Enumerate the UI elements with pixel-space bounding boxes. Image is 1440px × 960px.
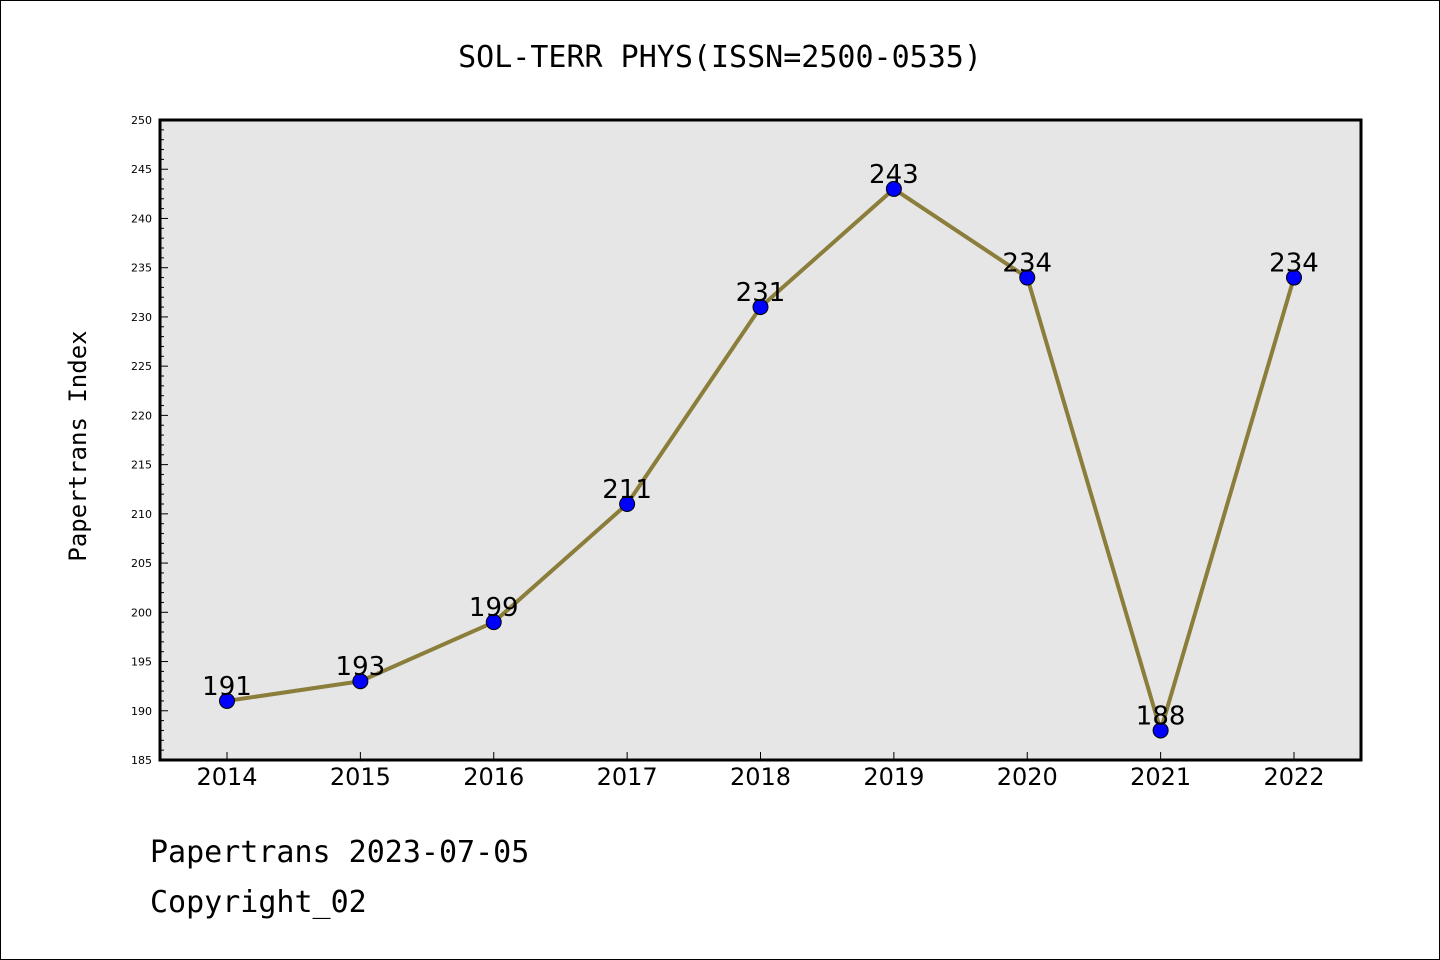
data-label: 234 [1002, 249, 1052, 279]
data-labels: 191 193 199 211 231 243 234 188 234 [202, 160, 1319, 732]
y-axis-label: Papertrans Index [64, 330, 92, 561]
data-label: 199 [469, 593, 519, 623]
data-point [1286, 269, 1302, 286]
y-tick-label: 185 [131, 754, 152, 767]
y-tick-label: 230 [131, 311, 152, 324]
x-tick-label: 2022 [1263, 763, 1324, 791]
data-label: 231 [736, 278, 786, 308]
x-tick-label: 2014 [196, 763, 257, 791]
data-point [1152, 722, 1169, 739]
x-tick-label: 2021 [1130, 763, 1191, 791]
y-tick-label: 245 [131, 163, 152, 176]
x-axis: 2014 2015 2016 2017 2018 2019 2020 2021 2022 [196, 752, 1325, 791]
data-point [352, 673, 369, 690]
y-axis: 185 190 195 200 205 210 215 220 225 230 235 240 245 2… [131, 114, 168, 767]
data-point [485, 614, 502, 631]
y-tick-label: 225 [131, 360, 152, 373]
data-point [752, 299, 769, 316]
y-tick-label: 240 [131, 212, 152, 225]
x-tick-label: 2019 [863, 763, 924, 791]
x-tick-label: 2018 [730, 763, 791, 791]
x-tick-label: 2020 [997, 763, 1058, 791]
data-point [1019, 269, 1036, 286]
x-tick-label: 2016 [463, 763, 524, 791]
data-label: 193 [336, 652, 386, 682]
y-tick-label: 250 [131, 114, 152, 127]
data-label: 191 [202, 672, 252, 702]
y-tick-label: 195 [131, 656, 152, 669]
data-label: 243 [869, 160, 919, 190]
footer-copyright: Copyright_02 [150, 885, 367, 920]
data-label: 234 [1269, 249, 1319, 279]
plot-area [158, 118, 1363, 762]
series-group [219, 180, 1302, 739]
y-tick-label: 205 [131, 557, 152, 570]
y-tick-label: 235 [131, 262, 152, 275]
chart-title: SOL-TERR PHYS(ISSN=2500-0535) [458, 40, 982, 75]
y-tick-label: 220 [131, 409, 152, 422]
y-tick-label: 190 [131, 705, 152, 718]
data-label: 211 [602, 475, 652, 505]
data-point [885, 180, 902, 197]
y-tick-label: 200 [131, 606, 152, 619]
data-label: 188 [1136, 701, 1186, 731]
x-tick-label: 2017 [597, 763, 658, 791]
y-tick-label: 215 [131, 459, 152, 472]
data-point [619, 496, 636, 512]
footer-date: Papertrans 2023-07-05 [150, 835, 530, 870]
x-tick-label: 2015 [330, 763, 391, 791]
data-point [219, 692, 235, 709]
y-tick-label: 210 [131, 508, 152, 521]
